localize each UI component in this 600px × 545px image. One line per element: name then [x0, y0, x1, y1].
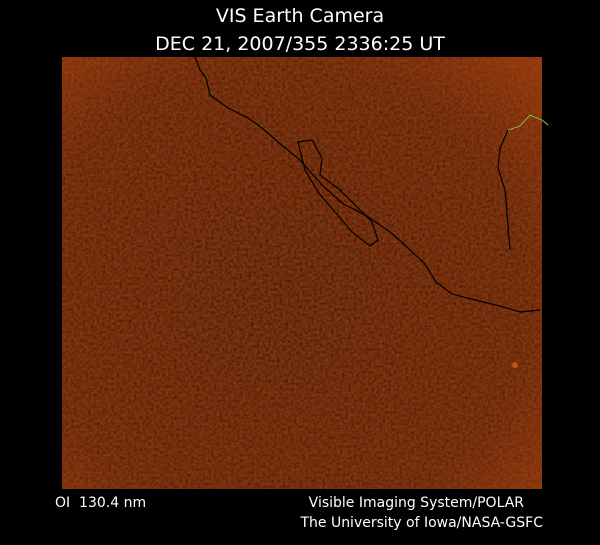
title: VIS Earth Camera: [216, 5, 384, 27]
credit-line: Visible Imaging System/POLAR: [309, 495, 525, 511]
filter-label: OI 130.4 nm: [55, 495, 146, 511]
timestamp: DEC 21, 2007/355 2336:25 UT: [155, 33, 445, 55]
image-field: [62, 57, 542, 489]
terminator-edge: [507, 114, 549, 131]
coastline: [194, 56, 541, 313]
earth-image: [62, 56, 549, 489]
credit-line: The University of Iowa/NASA-GSFC: [299, 515, 543, 531]
bright-spot: [512, 362, 518, 368]
peninsula: [297, 139, 379, 247]
